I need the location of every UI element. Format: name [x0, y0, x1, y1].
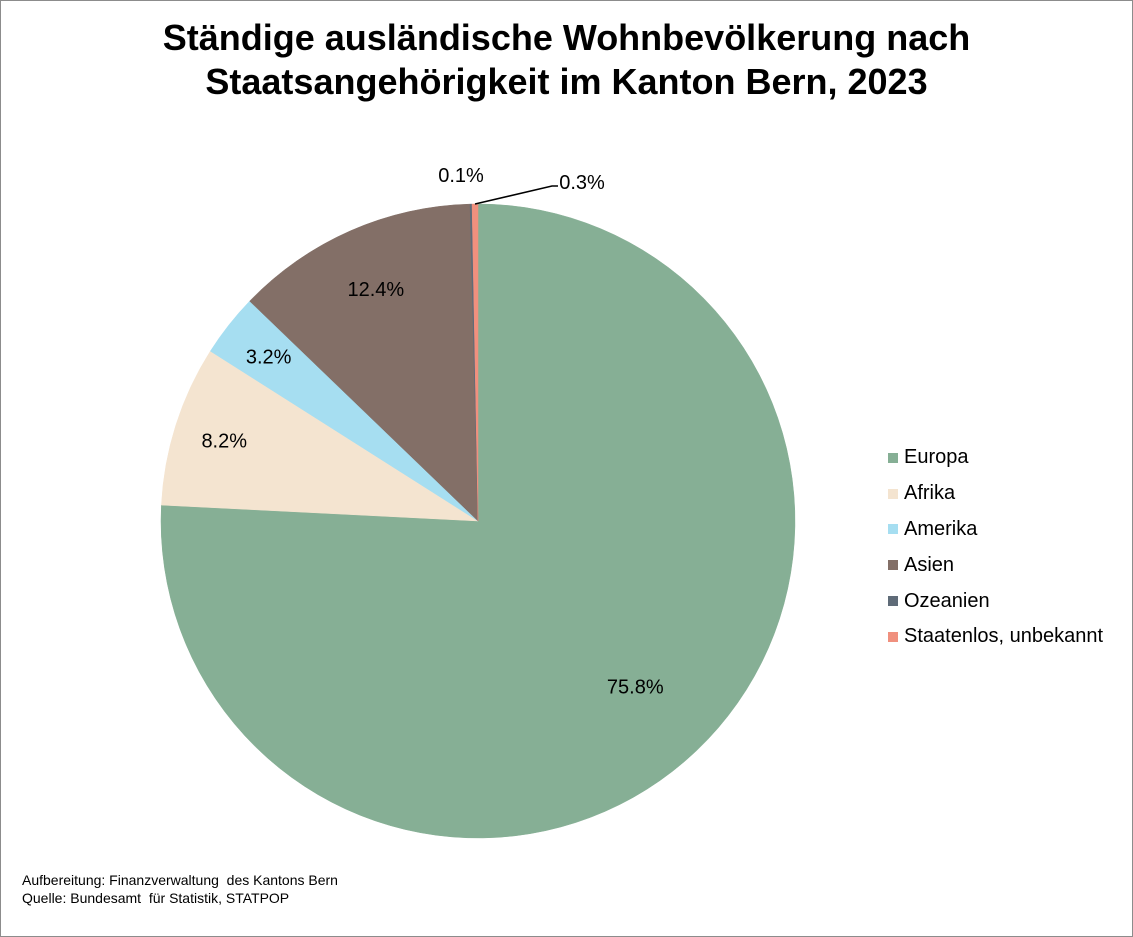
legend-swatch: [888, 560, 898, 571]
data-label-ozeanien: 0.1%: [438, 165, 484, 187]
legend-label: Ozeanien: [904, 589, 990, 612]
legend-swatch: [888, 488, 898, 499]
leader-line: [474, 185, 558, 205]
legend-swatch: [888, 596, 898, 607]
data-label-asien: 12.4%: [347, 279, 404, 301]
chart-title-line-1: Ständige ausländische Wohnbevölkerung na…: [162, 17, 971, 58]
legend-label: Amerika: [904, 517, 978, 540]
legend-swatch: [888, 452, 898, 463]
data-label-europa: 75.8%: [607, 676, 664, 698]
data-label-amerika: 3.2%: [246, 346, 292, 368]
chart-legend: Europa Afrika Amerika Asien Ozeanien Staatenl…: [888, 440, 1103, 655]
chart-title: Ständige ausländische Wohnbevölkerung na…: [0, 16, 1133, 104]
pie-labels: 75.8% 8.2% 3.2% 12.4% 0.1% 0.3%: [201, 165, 663, 698]
legend-item: Amerika: [888, 512, 1103, 548]
data-label-staatenlos-unbekannt: 0.3%: [559, 172, 605, 194]
footer-source: Quelle: Bundesamt für Statistik, STATPOP: [22, 890, 290, 906]
legend-label: Asien: [904, 553, 955, 576]
legend-item: Asien: [888, 547, 1103, 583]
legend-label: Staatenlos, unbekannt: [904, 625, 1104, 648]
pie-slice-afrika: [161, 350, 479, 522]
data-label-afrika: 8.2%: [201, 430, 247, 452]
pie-slice-europa: [160, 203, 796, 839]
chart-title-line-2: Staatsangehörigkeit im Kanton Bern, 2023: [205, 61, 928, 102]
legend-swatch: [888, 631, 898, 642]
legend-item: Ozeanien: [888, 583, 1103, 619]
pie-slices: [160, 203, 796, 839]
legend-item: Afrika: [888, 476, 1103, 512]
legend-item: Europa: [888, 440, 1103, 476]
legend-item: Staatenlos, unbekannt: [888, 619, 1103, 655]
pie-slice-asien: [249, 203, 479, 522]
footer-credit: Aufbereitung: Finanzverwaltung des Kanto…: [22, 872, 338, 888]
chart-footer: Aufbereitung: Finanzverwaltung des Kanto…: [22, 871, 338, 907]
legend-label: Europa: [904, 446, 969, 469]
legend-swatch: [888, 524, 898, 535]
legend-label: Afrika: [904, 482, 956, 505]
